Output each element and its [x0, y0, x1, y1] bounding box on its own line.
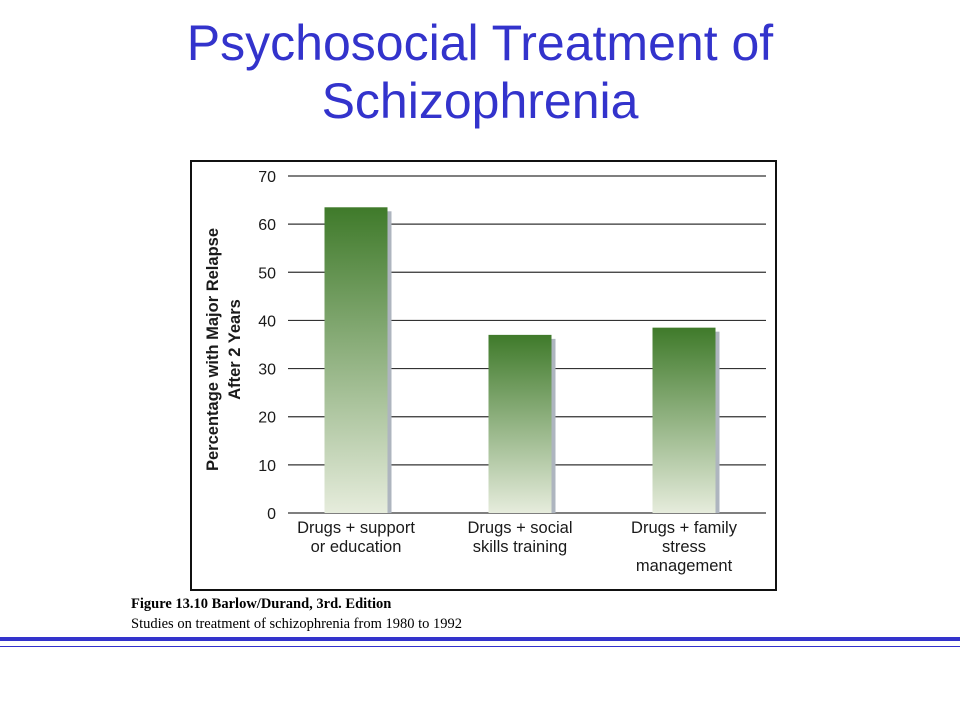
figure-caption: Figure 13.10 Barlow/Durand, 3rd. Edition…: [131, 594, 462, 634]
chart-frame: 0 10 20 30 40 50 60 70 Drugs + support or educat…: [190, 160, 777, 591]
y-axis-label: Percentage with Major Relapse After 2 Yea…: [204, 228, 244, 471]
y-tick-label-0: 0: [267, 506, 276, 523]
y-axis-label-line-1: Percentage with Major Relapse: [204, 228, 222, 471]
caption-title: Figure 13.10 Barlow/Durand, 3rd. Edition: [131, 596, 392, 612]
bars: [324, 207, 720, 514]
y-tick-label-40: 40: [258, 313, 276, 330]
category-label-3-line-3: management: [636, 557, 733, 575]
category-label-3-line-2: stress: [662, 538, 706, 556]
y-tick-labels: 0 10 20 30 40 50 60 70: [258, 169, 276, 523]
slide-title: Psychosocial Treatment of Schizophrenia: [0, 14, 960, 130]
bar-2: [488, 334, 552, 513]
y-tick-label-10: 10: [258, 458, 276, 475]
category-label-2-line-2: skills training: [473, 538, 567, 556]
footer-rule-thick: [0, 637, 960, 641]
y-tick-label-50: 50: [258, 265, 276, 282]
category-label-1-line-2: or education: [311, 538, 402, 556]
bar-1: [324, 207, 388, 514]
category-label-1-line-1: Drugs + support: [297, 519, 415, 537]
footer-rule-thin: [0, 646, 960, 647]
y-tick-label-30: 30: [258, 362, 276, 379]
bar-3: [652, 327, 716, 513]
slide-title-line-2: Schizophrenia: [321, 73, 639, 129]
y-tick-label-70: 70: [258, 169, 276, 186]
category-label-3-line-1: Drugs + family: [631, 519, 738, 537]
y-tick-label-20: 20: [258, 410, 276, 427]
caption-subtitle: Studies on treatment of schizophrenia fr…: [131, 616, 463, 632]
y-tick-label-60: 60: [258, 217, 276, 234]
category-label-2-line-1: Drugs + social: [467, 519, 572, 537]
y-axis-label-line-2: After 2 Years: [226, 299, 244, 400]
slide-title-line-1: Psychosocial Treatment of: [186, 15, 774, 71]
